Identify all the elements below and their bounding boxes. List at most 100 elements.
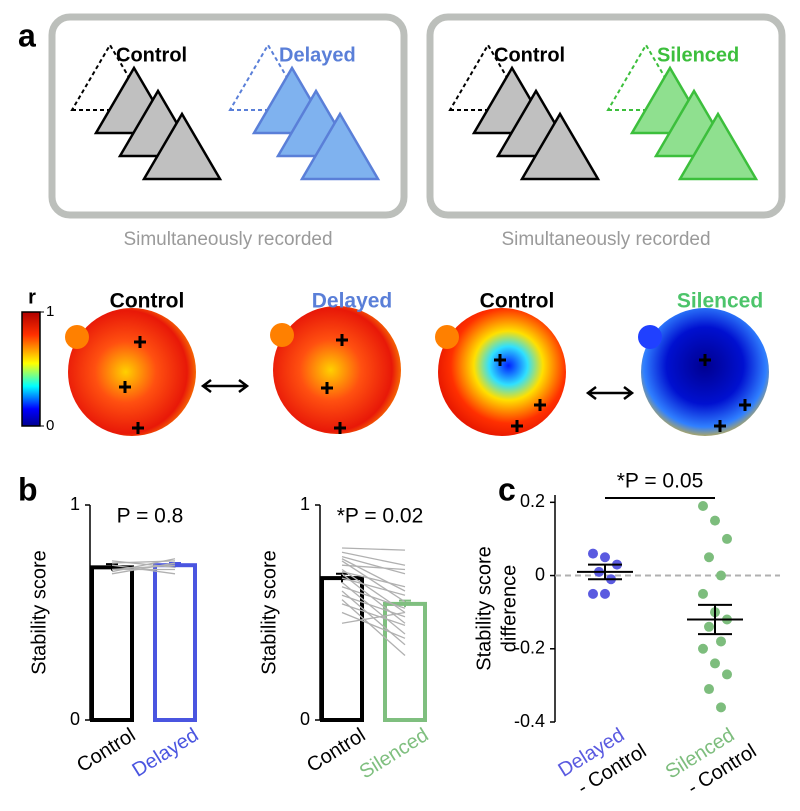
colorbar — [21, 311, 41, 427]
paired-line — [341, 611, 406, 624]
data-point — [698, 588, 708, 599]
data-point — [600, 552, 610, 563]
paired-line — [111, 564, 176, 571]
field-marker — [132, 422, 144, 434]
paired-line — [341, 555, 406, 575]
data-point — [704, 621, 714, 632]
map-title: Control — [110, 290, 185, 313]
y-tick-label: 0 — [535, 564, 545, 584]
colorbar-tick-label: 0 — [46, 417, 54, 434]
x-tick-label: Control — [73, 724, 139, 777]
paired-line — [341, 560, 406, 603]
data-point — [588, 548, 598, 559]
y-axis-label: Stability score — [473, 546, 495, 671]
field-marker — [321, 382, 333, 394]
compare-arrow — [585, 386, 635, 400]
paired-line — [341, 551, 406, 566]
group-label: Control — [494, 44, 565, 66]
paired-line — [111, 558, 176, 573]
colorbar-tick-label: 1 — [46, 303, 54, 320]
x-tick-label: Delayed — [129, 724, 203, 782]
annotation: P = 0.8 — [117, 505, 184, 528]
group-label: Silenced — [657, 44, 739, 66]
bar — [320, 576, 364, 722]
neuron-triangle — [141, 111, 223, 181]
paired-line — [341, 586, 406, 609]
field-marker — [336, 334, 348, 346]
x-tick-label: Silenced — [356, 724, 433, 783]
panel-label: c — [498, 471, 516, 507]
data-point — [588, 588, 598, 599]
data-point — [716, 570, 726, 581]
field-marker — [119, 381, 131, 393]
paired-line — [341, 571, 406, 588]
paired-line — [341, 599, 406, 656]
paired-line — [341, 611, 406, 639]
group-label: Control — [116, 44, 187, 66]
data-point — [600, 588, 610, 599]
paired-line — [341, 603, 406, 627]
annotation: *P = 0.05 — [617, 470, 704, 493]
y-tick-label: 1 — [300, 494, 310, 514]
y-tick-label: 0 — [70, 709, 80, 729]
data-point — [698, 643, 708, 654]
y-tick-label: -0.4 — [514, 711, 545, 731]
bar — [383, 601, 427, 723]
paired-line — [111, 564, 176, 575]
map-title: Silenced — [677, 290, 763, 313]
paired-line — [341, 573, 406, 624]
rate-map-blob — [638, 325, 662, 349]
recording-box — [426, 13, 786, 219]
field-marker — [739, 399, 751, 411]
field-marker — [134, 336, 146, 348]
paired-line — [341, 558, 406, 592]
paired-line — [341, 577, 406, 596]
y-tick-label: 0 — [300, 709, 310, 729]
paired-line — [341, 581, 406, 635]
paired-line — [341, 568, 406, 614]
data-point — [710, 515, 720, 526]
field-marker — [714, 420, 726, 432]
neuron-triangle — [677, 111, 759, 181]
panel-label: b — [18, 471, 38, 507]
data-point — [704, 552, 714, 563]
error-bar — [698, 603, 732, 636]
map-title: Delayed — [312, 290, 393, 313]
field-marker — [494, 354, 506, 366]
rate-map-blob — [270, 323, 294, 347]
data-point — [716, 702, 726, 713]
field-marker — [334, 422, 346, 434]
neuron-triangle — [519, 111, 601, 181]
field-marker — [699, 354, 711, 366]
box-caption: Simultaneously recorded — [123, 229, 332, 250]
panel-label: a — [18, 17, 36, 53]
field-marker — [534, 399, 546, 411]
y-axis-label: difference — [498, 565, 520, 652]
bar — [90, 565, 134, 722]
y-tick-label: 1 — [70, 494, 80, 514]
rate-map — [438, 308, 566, 436]
y-axis-label: Stability score — [28, 550, 50, 675]
paired-line — [111, 562, 176, 575]
bar — [153, 563, 197, 723]
recording-box — [48, 13, 408, 219]
error-bar — [588, 563, 622, 581]
paired-line — [341, 547, 406, 551]
rate-map — [273, 306, 401, 434]
y-axis-label: Stability score — [258, 550, 280, 675]
y-tick-label: 0.2 — [520, 491, 545, 511]
box-caption: Simultaneously recorded — [501, 229, 710, 250]
rate-map — [641, 308, 769, 436]
annotation: *P = 0.02 — [337, 505, 424, 528]
group-label: Delayed — [279, 44, 356, 66]
rate-map-blob — [65, 325, 89, 349]
y-tick-label: -0.2 — [514, 638, 545, 658]
rate-map — [68, 308, 196, 436]
colorbar-label: r — [28, 286, 36, 308]
rate-map-blob — [435, 325, 459, 349]
neuron-triangle — [299, 111, 381, 181]
data-point — [704, 684, 714, 695]
compare-arrow — [200, 379, 250, 393]
data-point — [722, 669, 732, 680]
